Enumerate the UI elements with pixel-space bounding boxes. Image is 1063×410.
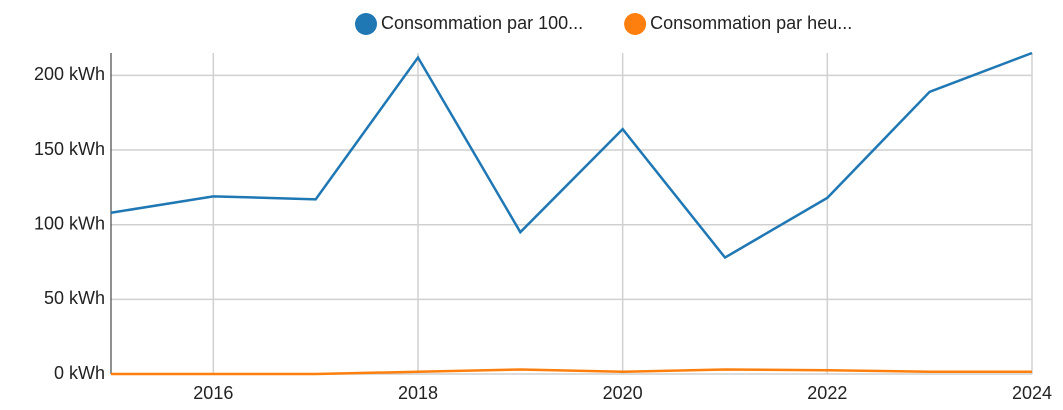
y-tick-label: 100 kWh [34,213,105,233]
legend-label: Consommation par 100... [381,13,583,33]
y-tick-label: 50 kWh [44,288,105,308]
y-tick-label: 0 kWh [54,363,105,383]
x-tick-label: 2016 [193,383,233,403]
y-tick-label: 200 kWh [34,64,105,84]
x-tick-label: 2022 [807,383,847,403]
y-tick-label: 150 kWh [34,139,105,159]
legend-marker [624,13,647,35]
x-tick-label: 2018 [398,383,438,403]
x-tick-label: 2024 [1012,383,1052,403]
series-line [111,368,1032,376]
legend-marker [355,13,377,35]
x-tick-label: 2020 [603,383,643,403]
series-line [110,51,1033,260]
legend-label: Consommation par heu... [650,13,852,33]
